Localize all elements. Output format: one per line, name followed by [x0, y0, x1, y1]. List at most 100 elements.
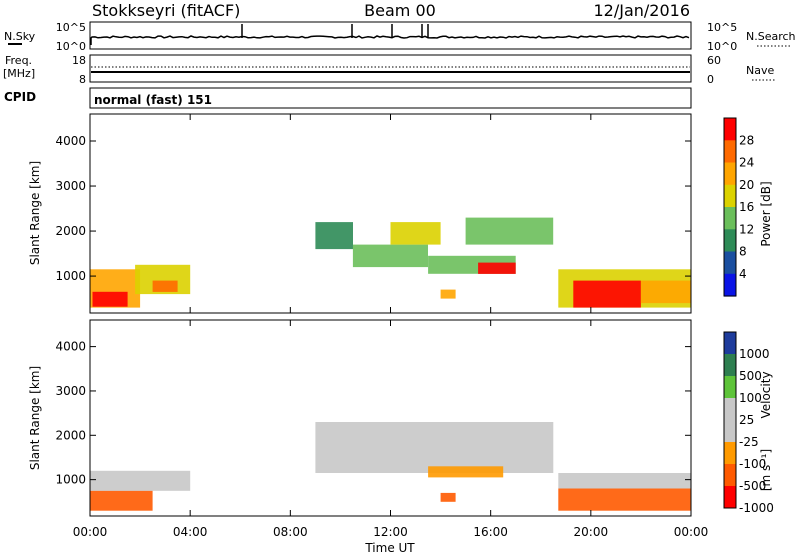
colorbar-swatch: [724, 162, 736, 186]
power-colorbar: 28 24 20 16 12 8 4: [723, 117, 754, 297]
colorbar-tick-label: -25: [739, 435, 759, 449]
nsky-tick-top: 10^5: [56, 21, 86, 34]
x-axis-label: Time UT: [364, 541, 415, 554]
scatter-region: [90, 470, 191, 491]
colorbar-tick-label: 24: [739, 156, 754, 170]
nsearch-tick-top: 10^5: [707, 21, 737, 34]
colorbar-swatch: [724, 376, 736, 399]
colorbar-tick-label: 100: [739, 391, 762, 405]
colorbar-swatch: [724, 354, 736, 377]
nsearch-tick-bottom: 10^0: [707, 40, 737, 53]
scatter-region: [558, 488, 691, 511]
nave-tick-bottom: 0: [707, 73, 714, 86]
cpid-text: normal (fast) 151: [94, 93, 212, 107]
cpid-frame: [89, 87, 692, 109]
nsky-panel: N.Sky 10^5 10^0 10^5 10^0 N.Search: [4, 21, 796, 53]
x-tick-label: 12:00: [373, 525, 408, 539]
power-y-ticks: 4000 3000 2000 1000: [55, 134, 691, 283]
power-colorbar-label: Power [dB]: [759, 181, 773, 246]
colorbar-swatch: [724, 442, 736, 465]
scatter-region: [440, 492, 456, 502]
velocity-colorbar-label: Velocity: [759, 371, 773, 418]
y-tick-label: 1000: [55, 269, 86, 283]
freq-frame: [89, 54, 692, 83]
velocity-ylabel: Slant Range [km]: [28, 366, 42, 470]
velocity-marks: [90, 422, 691, 511]
y-tick-label: 4000: [55, 134, 86, 148]
colorbar-tick-label: -100: [739, 457, 766, 471]
colorbar-tick-label: 12: [739, 222, 754, 236]
freq-label: Freq.: [5, 54, 32, 67]
freq-panel: Freq. [MHz] 18 8 60 0 Nave: [3, 54, 775, 86]
scatter-region: [478, 262, 516, 274]
scatter-region: [352, 244, 428, 268]
colorbar-tick-label: 4: [739, 267, 747, 281]
colorbar-tick-label: 16: [739, 200, 754, 214]
scatter-region: [573, 280, 641, 308]
velocity-colorbar-unit: [m s⁻¹]: [759, 449, 773, 491]
power-marks: [90, 217, 691, 308]
x-tick-label: 00:00: [674, 525, 709, 539]
x-tick-label: 04:00: [173, 525, 208, 539]
colorbar-tick-label: 28: [739, 133, 754, 147]
colorbar-swatch: [724, 464, 736, 487]
scatter-region: [428, 466, 504, 478]
scatter-region: [92, 291, 128, 307]
colorbar-tick-label: 500: [739, 369, 762, 383]
scatter-region: [640, 280, 691, 304]
scatter-region: [152, 280, 178, 292]
colorbar-tick-label: -500: [739, 479, 766, 493]
nsky-frame: [89, 21, 692, 50]
nave-label: Nave: [746, 64, 774, 77]
x-tick-label: 20:00: [574, 525, 609, 539]
y-tick-label: 2000: [55, 224, 86, 238]
beam-title: Beam 00: [364, 1, 436, 20]
scatter-region: [315, 422, 554, 473]
freq-tick-bottom: 8: [79, 73, 86, 86]
power-panel: 4000 3000 2000 1000 Slant Range [km]: [28, 113, 692, 314]
y-tick-label: 3000: [55, 179, 86, 193]
nsky-label: N.Sky: [4, 30, 36, 43]
power-ylabel: Slant Range [km]: [28, 161, 42, 265]
colorbar-swatch: [724, 207, 736, 230]
colorbar-frame: [723, 117, 737, 297]
velocity-y-ticks: 4000 3000 2000 1000: [55, 340, 691, 487]
colorbar-frame: [723, 331, 737, 509]
velocity-colorbar: 1000 500 100 25 -25 -100 -500 -1000: [723, 331, 774, 515]
colorbar-tick-label: -1000: [739, 501, 774, 515]
colorbar-swatch: [724, 229, 736, 253]
colorbar-swatch: [724, 398, 736, 421]
colorbar-swatch: [724, 486, 736, 509]
colorbar-swatch: [724, 140, 736, 164]
scatter-region: [390, 222, 441, 245]
colorbar-swatch: [724, 118, 736, 141]
y-tick-label: 1000: [55, 473, 86, 487]
scatter-region: [315, 222, 353, 250]
nsky-tick-bottom: 10^0: [56, 40, 86, 53]
x-tick-label: 16:00: [473, 525, 508, 539]
x-tick-label: 00:00: [73, 525, 108, 539]
scatter-region: [558, 473, 691, 489]
velocity-panel: 4000 3000 2000 1000 Slant Range [km]: [28, 319, 692, 517]
nsky-trace: [90, 24, 690, 45]
scatter-region: [440, 289, 456, 299]
y-tick-label: 2000: [55, 428, 86, 442]
cpid-label: CPID: [4, 90, 36, 104]
colorbar-swatch: [724, 420, 736, 443]
freq-unit-label: [MHz]: [3, 67, 35, 80]
x-ticks: 00:00 04:00 08:00 12:00 16:00 20:00 00:00: [73, 114, 709, 539]
colorbar-tick-label: 20: [739, 178, 754, 192]
nsearch-label: N.Search: [746, 30, 796, 43]
station-title: Stokkseyri (fitACF): [92, 1, 240, 20]
scatter-region: [465, 217, 554, 245]
freq-tick-top: 18: [72, 54, 86, 67]
nave-tick-top: 60: [707, 54, 721, 67]
colorbar-tick-label: 8: [739, 245, 747, 259]
colorbar-tick-label: 25: [739, 413, 754, 427]
y-tick-label: 3000: [55, 384, 86, 398]
colorbar-swatch: [724, 251, 736, 275]
colorbar-swatch: [724, 273, 736, 297]
colorbar-swatch: [724, 184, 736, 208]
date-title: 12/Jan/2016: [593, 1, 690, 20]
